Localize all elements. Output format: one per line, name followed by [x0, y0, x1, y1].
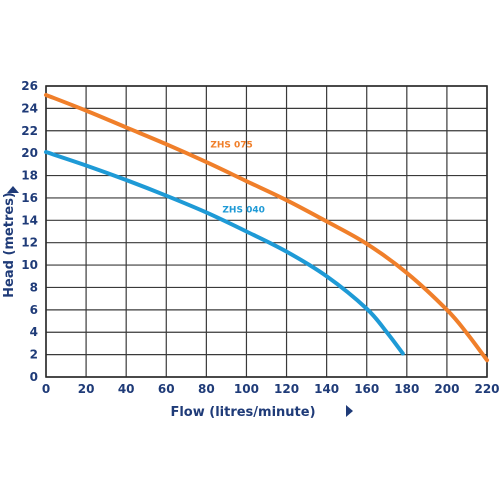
y-tick-label: 0 — [30, 370, 38, 384]
y-axis-arrow-icon — [7, 186, 19, 193]
x-tick-label: 160 — [354, 382, 379, 396]
x-tick-label: 60 — [158, 382, 175, 396]
x-tick-label: 40 — [118, 382, 135, 396]
x-tick-label: 100 — [234, 382, 259, 396]
x-axis-title: Flow (litres/minute) — [170, 405, 315, 420]
series-line-zhs-075 — [44, 92, 489, 363]
y-tick-label: 18 — [21, 169, 38, 183]
x-tick-label: 0 — [42, 382, 50, 396]
series-label: ZHS 075 — [210, 141, 252, 151]
y-tick-label: 2 — [30, 348, 38, 362]
y-tick-label: 6 — [30, 303, 38, 317]
tick-labels: 0 20 40 60 80 100 120 140 160 180 200 2200246810121… — [21, 79, 499, 396]
series-line-zhs-040 — [44, 150, 405, 356]
y-tick-label: 24 — [21, 101, 38, 115]
y-tick-label: 20 — [21, 146, 38, 160]
x-tick-label: 220 — [474, 382, 499, 396]
y-tick-label: 26 — [21, 79, 38, 93]
y-tick-label: 12 — [21, 236, 38, 250]
y-axis-title: Head (metres) — [2, 192, 17, 298]
x-tick-label: 20 — [78, 382, 95, 396]
y-tick-label: 14 — [21, 213, 38, 227]
series-labels: ZHS 075 ZHS 040 — [210, 141, 264, 216]
y-tick-label: 4 — [30, 325, 38, 339]
x-tick-label: 80 — [198, 382, 215, 396]
plot-frame — [45, 85, 488, 378]
x-tick-label: 120 — [274, 382, 299, 396]
x-axis-arrow-icon — [346, 405, 353, 417]
grid — [45, 85, 488, 378]
x-tick-label: 200 — [434, 382, 459, 396]
series-label: ZHS 040 — [222, 205, 264, 215]
y-tick-label: 16 — [21, 191, 38, 205]
series-lines — [44, 92, 489, 363]
x-tick-label: 140 — [314, 382, 339, 396]
y-tick-label: 8 — [30, 280, 38, 294]
y-tick-label: 22 — [21, 124, 38, 138]
y-tick-label: 10 — [21, 258, 38, 272]
x-tick-label: 180 — [394, 382, 419, 396]
